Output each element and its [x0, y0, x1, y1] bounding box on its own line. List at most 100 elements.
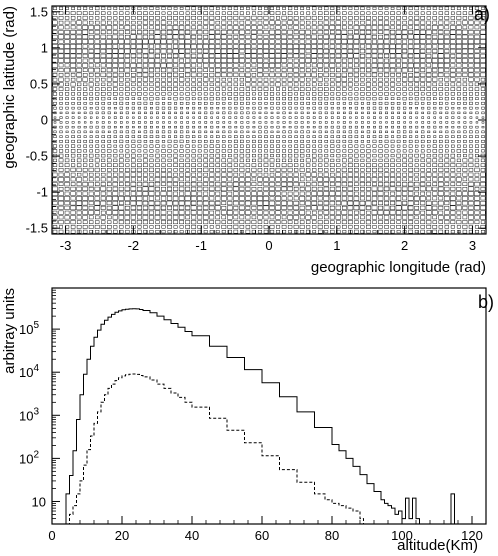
heatmap-cell: [257, 200, 263, 206]
heatmap-cell: [167, 144, 172, 148]
heatmap-cell: [365, 82, 371, 87]
heatmap-cell: [70, 186, 76, 191]
heatmap-cell: [59, 121, 63, 124]
heatmap-cell: [317, 177, 323, 182]
heatmap-cell: [365, 196, 371, 201]
heatmap-cell: [263, 220, 269, 224]
heatmap-cell: [160, 215, 167, 220]
heatmap-cell: [197, 177, 202, 182]
heatmap-cell: [415, 111, 419, 115]
heatmap-cell: [106, 191, 112, 196]
heatmap-cell: [269, 44, 275, 49]
heatmap-cell: [462, 58, 468, 63]
heatmap-cell: [444, 177, 450, 182]
heatmap-cell: [402, 44, 408, 49]
heatmap-cell: [185, 210, 191, 215]
heatmap-cell: [227, 11, 233, 15]
heatmap-cell: [408, 97, 413, 101]
heatmap-cell: [396, 92, 401, 96]
heatmap-cell: [233, 181, 239, 187]
heatmap-cell: [112, 34, 119, 40]
heatmap-cell: [251, 187, 257, 191]
heatmap-cell: [82, 58, 88, 63]
heatmap-cell: [371, 205, 378, 211]
heatmap-cell: [125, 77, 130, 82]
heatmap-cell: [299, 34, 305, 40]
heatmap-cell: [89, 20, 94, 25]
heatmap-cell: [335, 30, 341, 35]
heatmap-cell: [132, 116, 135, 119]
heatmap-cell: [137, 77, 142, 82]
heatmap-cell: [401, 191, 408, 196]
heatmap-cell: [106, 205, 112, 210]
heatmap-cell: [426, 196, 432, 201]
heatmap-cell: [130, 177, 136, 182]
heatmap-cell: [439, 139, 443, 143]
heatmap-cell: [354, 153, 359, 158]
heatmap-cell: [420, 20, 426, 25]
heatmap-cell: [323, 30, 329, 35]
heatmap-cell: [124, 177, 130, 182]
heatmap-cell: [293, 182, 299, 187]
heatmap-cell: [402, 135, 407, 139]
heatmap-cell: [287, 20, 293, 25]
heatmap-cell: [474, 25, 480, 30]
heatmap-cell: [432, 16, 437, 20]
heatmap-cell: [95, 130, 99, 134]
heatmap-cell: [173, 191, 178, 196]
heatmap-cell: [276, 139, 280, 143]
heatmap-cell: [58, 210, 64, 215]
heatmap-cell: [52, 92, 58, 96]
heatmap-cell: [125, 11, 130, 15]
heatmap-cell: [245, 229, 251, 234]
heatmap-cell: [119, 135, 123, 138]
heatmap-cell: [378, 144, 383, 148]
heatmap-cell: [142, 186, 149, 192]
heatmap-cell: [270, 121, 274, 124]
heatmap-cell: [371, 186, 378, 192]
heatmap-cell: [469, 135, 473, 139]
heatmap-cell: [252, 106, 256, 110]
heatmap-cell: [474, 181, 480, 187]
heatmap-cell: [413, 29, 420, 35]
heatmap-cell: [305, 229, 311, 234]
heatmap-cell: [299, 224, 305, 229]
heatmap-cell: [305, 172, 311, 177]
heatmap-cell: [451, 102, 455, 105]
heatmap-cell: [427, 111, 431, 115]
heatmap-cell: [167, 225, 172, 229]
heatmap-cell: [220, 44, 227, 49]
heatmap-cell: [130, 77, 136, 82]
heatmap-cell: [347, 172, 353, 177]
heatmap-cell: [137, 92, 142, 96]
heatmap-cell: [390, 11, 395, 15]
heatmap-cell: [227, 186, 233, 191]
heatmap-cell: [191, 63, 197, 68]
heatmap-cell: [112, 72, 118, 77]
heatmap-cell: [82, 182, 88, 187]
heatmap-cell: [197, 153, 202, 158]
heatmap-cell: [371, 44, 378, 49]
heatmap-cell: [64, 87, 70, 91]
heatmap-cell: [451, 135, 455, 138]
heatmap-cell: [119, 6, 124, 11]
heatmap-cell: [456, 68, 462, 73]
heatmap-cell: [113, 220, 118, 224]
heatmap-cell: [432, 139, 437, 143]
heatmap-cell: [227, 20, 233, 25]
heatmap-cell: [197, 186, 203, 191]
heatmap-cell: [179, 82, 184, 87]
heatmap-cell: [463, 101, 467, 105]
heatmap-cell: [112, 191, 119, 196]
heatmap-cell: [426, 149, 431, 153]
heatmap-cell: [83, 163, 88, 167]
y-tick-label: -1: [36, 185, 48, 200]
heatmap-cell: [112, 167, 118, 172]
y-tick-label: 0.5: [30, 76, 48, 91]
heatmap-cell: [245, 220, 251, 225]
heatmap-cell: [276, 87, 281, 91]
heatmap-cell: [263, 153, 269, 158]
heatmap-cell: [185, 158, 190, 163]
heatmap-cell: [94, 34, 100, 40]
heatmap-cell: [137, 177, 142, 182]
